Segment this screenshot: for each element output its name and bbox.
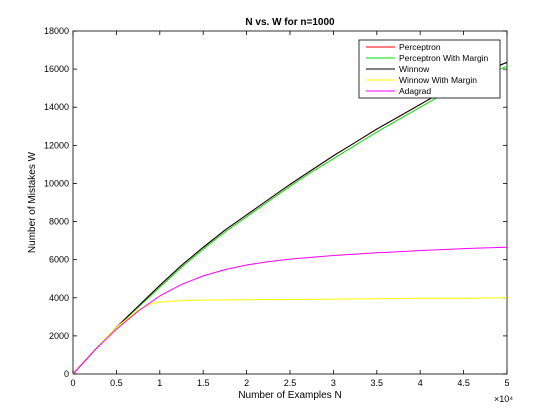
x-tick-label: 3.5 <box>371 378 384 388</box>
legend-label-adagrad: Adagrad <box>399 86 431 96</box>
y-tick-label: 14000 <box>44 102 69 112</box>
x-tick-label: 1 <box>157 378 162 388</box>
y-tick-label: 2000 <box>49 331 69 341</box>
x-tick-label: 2 <box>244 378 249 388</box>
y-tick-label: 4000 <box>49 293 69 303</box>
y-tick-label: 16000 <box>44 64 69 74</box>
chart-title: N vs. W for n=1000 <box>245 17 335 28</box>
y-axis-label: Number of Mistakes W <box>27 151 38 253</box>
y-tick-label: 18000 <box>44 26 69 36</box>
x-tick-label: 2.5 <box>284 378 297 388</box>
legend-label-perceptron-with-margin: Perceptron With Margin <box>399 53 489 63</box>
y-tick-label: 8000 <box>49 217 69 227</box>
x-tick-label: 0.5 <box>110 378 123 388</box>
x-tick-label: 4 <box>418 378 423 388</box>
y-tick-label: 6000 <box>49 255 69 265</box>
x-multiplier-label: ×10⁴ <box>494 394 513 404</box>
legend-label-winnow-with-margin: Winnow With Margin <box>399 75 477 85</box>
legend-label-winnow: Winnow <box>399 64 430 74</box>
y-tick-label: 12000 <box>44 140 69 150</box>
x-axis-label: Number of Examples N <box>238 390 341 401</box>
y-tick-label: 0 <box>64 369 69 379</box>
x-tick-label: 4.5 <box>457 378 470 388</box>
x-tick-label: 1.5 <box>197 378 210 388</box>
x-tick-label: 5 <box>504 378 509 388</box>
x-tick-label: 3 <box>331 378 336 388</box>
legend-label-perceptron: Perceptron <box>399 42 441 52</box>
y-tick-label: 10000 <box>44 178 69 188</box>
x-tick-label: 0 <box>70 378 75 388</box>
